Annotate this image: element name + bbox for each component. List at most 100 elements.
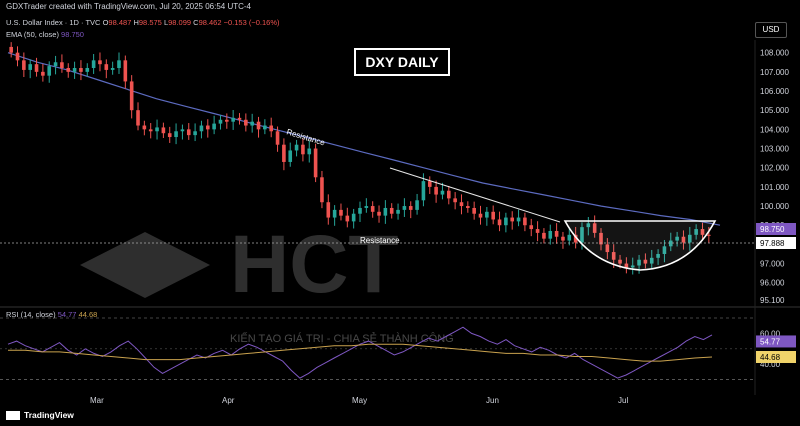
open-value: 98.487 [108,18,132,27]
candle-down [186,129,191,136]
candle-up [440,190,445,195]
change-value: −0.153 (−0.16%) [223,18,280,27]
candle-down [389,207,394,214]
currency-button[interactable]: USD [755,22,787,38]
candle-up [180,129,185,132]
candle-down [9,46,13,53]
resistance-trendline [389,167,561,223]
candle-down [611,252,616,260]
candle-down [681,236,686,243]
candle-up [47,66,52,76]
watermark-logo: HCT [80,219,399,310]
candle-up [421,181,426,201]
price-tick-label: 101.000 [760,183,789,192]
candle-down [497,219,502,226]
candle-down [282,144,286,162]
candle-down [320,177,324,203]
candle-down [41,71,45,76]
price-tick-label: 106.000 [760,87,789,96]
candle-down [408,206,413,210]
candle-up [675,236,679,241]
candle-up [85,68,90,72]
candle-down [542,232,546,239]
candle-down [244,119,248,126]
price-tick-label: 103.000 [760,145,789,154]
candle-down [510,217,515,222]
symbol-name[interactable]: U.S. Dollar Index · 1D · TVC [6,18,101,27]
candle-up [218,119,223,124]
rsi-tag-bg [756,335,796,348]
chart-title-box: DXY DAILY [354,48,450,76]
candle-up [567,234,572,241]
candle-down [256,121,261,130]
low-value: 98.099 [168,18,192,27]
candle-up [110,68,115,70]
candle-down [377,211,381,216]
rsi-value: 54.77 [57,310,77,319]
candle-down [472,207,476,214]
price-tick-label: 105.000 [760,106,789,115]
candle-up [402,206,407,210]
candle-down [707,234,711,236]
candle-up [580,227,584,243]
rsi-legend[interactable]: RSI (14, close) 54.77 44.68 [6,310,97,319]
candle-up [358,207,362,214]
candle-down [15,52,20,61]
close-label: C [193,18,199,27]
candle-up [263,125,267,130]
candle-down [205,125,210,130]
price-tick-label: 95.100 [760,296,785,305]
candle-down [237,117,242,120]
price-tick-label: 97.000 [760,260,785,269]
candle-up [656,253,660,258]
price-tick-label: 96.000 [760,279,785,288]
candle-down [129,81,134,111]
price-tick-label: 107.000 [760,68,789,77]
candle-down [446,190,451,199]
tradingview-logo[interactable]: TradingView [6,410,74,421]
candle-up [193,131,197,136]
rsi-tick-label: 60.00 [760,329,781,338]
close-value: 98.462 [198,18,222,27]
candle-up [91,60,96,69]
candle-up [174,131,178,138]
time-tick-label: Apr [222,396,235,405]
candle-down [427,181,432,187]
candle-down [326,202,331,218]
price-tick-label: 100.000 [760,202,789,211]
candle-down [459,202,464,207]
rsi-ma-tag: 44.68 [760,353,781,362]
candle-down [592,223,597,233]
candle-down [434,186,438,195]
chart-credit: GDXTrader created with TradingView.com, … [6,2,252,11]
candle-up [586,223,591,228]
candle-up [504,217,508,226]
rsi-ma-line [8,343,713,362]
ema-price-tag: 98.750 [760,225,785,234]
time-tick-label: Jul [618,396,628,405]
candle-down [136,110,140,126]
tradingview-icon [6,411,20,421]
candle-up [332,209,337,218]
candle-up [485,211,489,218]
ema-price-tag-bg [756,223,796,235]
candle-up [288,150,293,162]
watermark-diamond [80,232,210,298]
candle-up [53,62,58,67]
rsi-ma-value: 44.68 [78,310,98,319]
candle-down [167,133,172,138]
ema-legend[interactable]: EMA (50, close) 98.750 [6,30,84,39]
candle-up [516,217,521,222]
candle-down [700,229,705,235]
candle-down [275,131,280,145]
ema-line [7,52,721,226]
rsi-label: RSI (14, close) [6,310,56,319]
candle-down [66,68,71,72]
cup-pattern [563,220,717,271]
candle-up [307,148,312,155]
candle-up [396,209,400,214]
candle-down [148,129,153,132]
candle-down [269,125,274,132]
candle-up [637,259,641,266]
